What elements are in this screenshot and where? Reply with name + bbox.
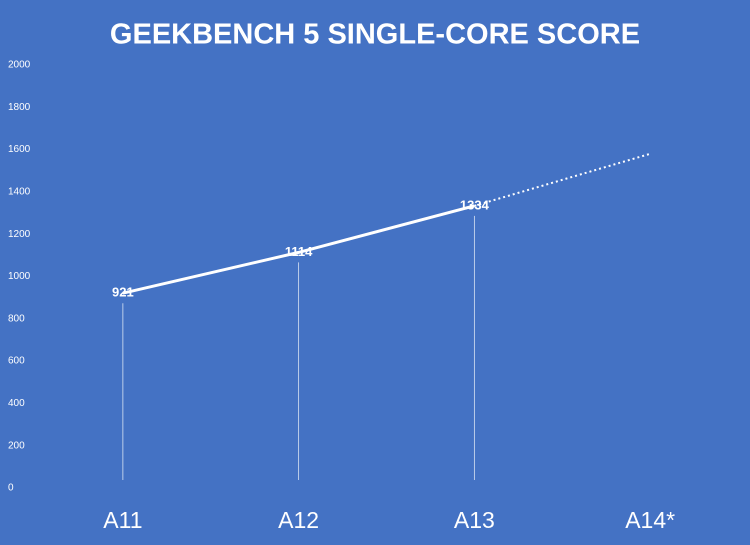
y-tick-label: 2000	[8, 60, 31, 71]
y-tick-label: 800	[8, 313, 25, 324]
data-label: 921	[112, 285, 134, 300]
line	[122, 204, 475, 295]
line	[474, 152, 651, 207]
x-tick-label: A14*	[625, 507, 675, 533]
y-tick-label: 600	[8, 356, 25, 367]
y-tick-label: 1800	[8, 102, 31, 113]
y-tick-label: 1200	[8, 229, 31, 240]
x-tick-label: A11	[103, 507, 142, 533]
x-tick-label: A12	[278, 507, 319, 533]
y-tick-label: 1000	[8, 271, 31, 282]
y-tick-label: 1600	[8, 144, 31, 155]
chart-title: GEEKBENCH 5 SINGLE-CORE SCORE	[110, 19, 640, 51]
y-tick-label: 1400	[8, 187, 31, 198]
x-tick-label: A13	[454, 507, 495, 533]
y-tick-label: 0	[8, 483, 14, 494]
data-label: 1114	[285, 244, 313, 259]
y-tick-label: 200	[8, 440, 25, 451]
y-tick-label: 400	[8, 398, 25, 409]
